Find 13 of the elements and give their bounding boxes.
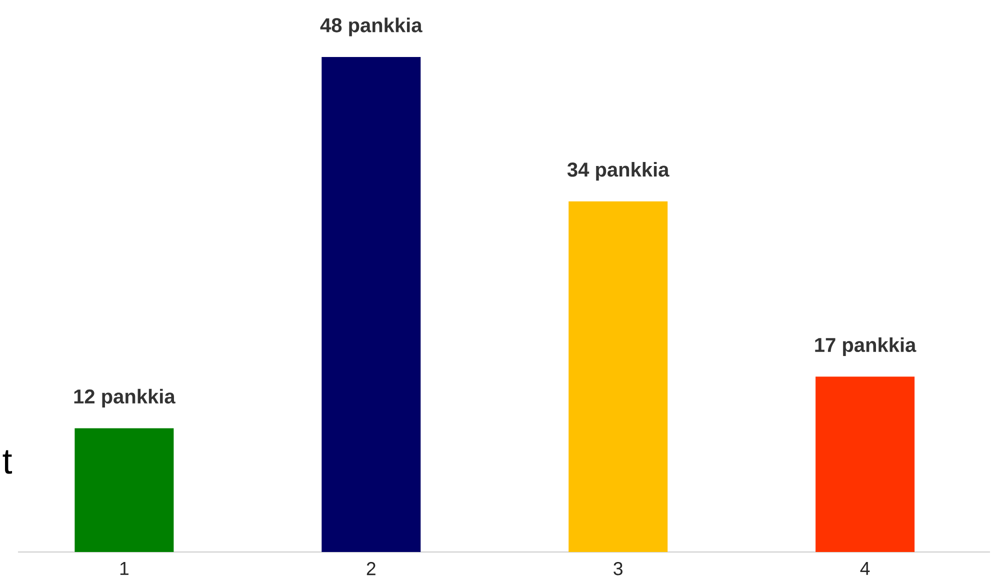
x-tick-label: 2	[366, 562, 376, 576]
x-tick-label: 1	[120, 562, 128, 575]
bar	[568, 201, 668, 552]
bar	[816, 376, 915, 552]
data-label: 34 pankkia	[567, 162, 670, 181]
data-label: 48 pankkia	[320, 18, 422, 36]
bar	[322, 57, 421, 552]
text: t	[2, 450, 12, 474]
data-label: 17 pankkia	[815, 337, 916, 356]
data-label: 12 pankkia	[74, 388, 176, 408]
x-tick-label: 4	[860, 562, 870, 575]
x-tick-label: 3	[614, 562, 622, 576]
bar	[74, 428, 174, 552]
